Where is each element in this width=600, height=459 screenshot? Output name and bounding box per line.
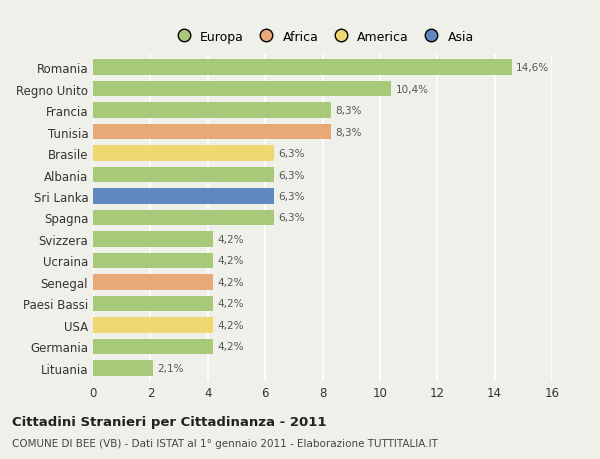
Legend: Europa, Africa, America, Asia: Europa, Africa, America, Asia (166, 25, 479, 48)
Text: 4,2%: 4,2% (218, 299, 244, 309)
Text: 4,2%: 4,2% (218, 320, 244, 330)
Bar (93, 318, 214, 333)
Bar (93, 103, 331, 118)
Bar (93, 124, 331, 140)
Text: 4,2%: 4,2% (218, 256, 244, 266)
Text: 6,3%: 6,3% (278, 149, 305, 159)
Bar (93, 360, 153, 376)
Bar (93, 189, 274, 204)
Bar (93, 146, 274, 162)
Text: 6,3%: 6,3% (278, 191, 305, 202)
Text: 6,3%: 6,3% (278, 170, 305, 180)
Text: COMUNE DI BEE (VB) - Dati ISTAT al 1° gennaio 2011 - Elaborazione TUTTITALIA.IT: COMUNE DI BEE (VB) - Dati ISTAT al 1° ge… (12, 438, 438, 448)
Bar (93, 60, 512, 76)
Bar (93, 210, 274, 226)
Bar (93, 168, 274, 183)
Text: 2,1%: 2,1% (158, 363, 184, 373)
Text: 6,3%: 6,3% (278, 213, 305, 223)
Text: Cittadini Stranieri per Cittadinanza - 2011: Cittadini Stranieri per Cittadinanza - 2… (12, 415, 326, 428)
Bar (93, 82, 391, 97)
Bar (93, 296, 214, 312)
Text: 8,3%: 8,3% (335, 106, 362, 116)
Bar (93, 274, 214, 290)
Text: 4,2%: 4,2% (218, 277, 244, 287)
Bar (93, 232, 214, 247)
Text: 4,2%: 4,2% (218, 235, 244, 245)
Text: 14,6%: 14,6% (516, 63, 549, 73)
Bar (93, 253, 214, 269)
Text: 10,4%: 10,4% (395, 84, 428, 95)
Text: 8,3%: 8,3% (335, 127, 362, 137)
Text: 4,2%: 4,2% (218, 341, 244, 352)
Bar (93, 339, 214, 354)
